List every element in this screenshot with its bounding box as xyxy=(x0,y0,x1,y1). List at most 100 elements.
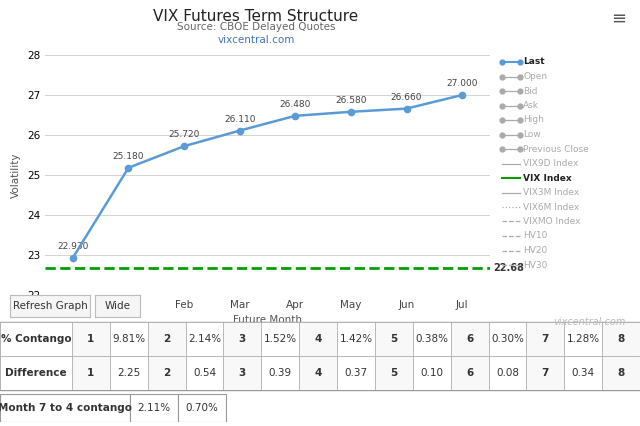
Bar xyxy=(186,322,223,356)
Bar xyxy=(186,356,223,390)
Bar xyxy=(261,322,300,356)
Text: Last: Last xyxy=(523,58,545,66)
Text: 1.28%: 1.28% xyxy=(566,334,600,344)
Text: Bid: Bid xyxy=(523,86,538,95)
Text: 22.930: 22.930 xyxy=(57,242,88,251)
X-axis label: Future Month: Future Month xyxy=(233,315,302,325)
Text: ≡: ≡ xyxy=(611,9,626,27)
Text: 8: 8 xyxy=(618,368,625,378)
Bar xyxy=(130,394,178,422)
Text: VIX Futures Term Structure: VIX Futures Term Structure xyxy=(154,9,358,23)
Text: HV10: HV10 xyxy=(523,231,547,241)
Text: 3: 3 xyxy=(239,368,246,378)
Text: vixcentral.com: vixcentral.com xyxy=(554,317,626,327)
Text: VIXMO Index: VIXMO Index xyxy=(523,217,580,226)
Text: 0.34: 0.34 xyxy=(572,368,595,378)
Text: HV30: HV30 xyxy=(523,261,547,270)
Text: 6: 6 xyxy=(466,334,473,344)
Bar xyxy=(564,356,602,390)
Bar xyxy=(110,322,148,356)
Text: HV20: HV20 xyxy=(523,246,547,255)
Text: 22.68: 22.68 xyxy=(493,263,524,273)
Text: 9.81%: 9.81% xyxy=(112,334,145,344)
Text: 3: 3 xyxy=(239,334,246,344)
Text: 25.720: 25.720 xyxy=(168,130,200,139)
Text: VIX Index: VIX Index xyxy=(523,173,572,182)
Text: VIX6M Index: VIX6M Index xyxy=(523,202,579,211)
Bar xyxy=(110,356,148,390)
Text: VIX9D Index: VIX9D Index xyxy=(523,159,579,168)
Text: Month 7 to 4 contango: Month 7 to 4 contango xyxy=(0,403,132,413)
Text: 1: 1 xyxy=(87,368,95,378)
Bar xyxy=(375,356,413,390)
Text: 26.580: 26.580 xyxy=(335,96,367,105)
Text: 0.70%: 0.70% xyxy=(186,403,218,413)
Text: 0.08: 0.08 xyxy=(496,368,519,378)
Text: 2.11%: 2.11% xyxy=(138,403,171,413)
Text: 1.42%: 1.42% xyxy=(339,334,372,344)
Bar xyxy=(488,356,526,390)
Bar xyxy=(300,356,337,390)
Text: Open: Open xyxy=(523,72,547,81)
Text: Previous Close: Previous Close xyxy=(523,144,589,153)
Bar xyxy=(602,322,640,356)
Text: 1.52%: 1.52% xyxy=(264,334,297,344)
Bar xyxy=(413,322,451,356)
Bar xyxy=(602,356,640,390)
Text: 26.660: 26.660 xyxy=(391,93,422,102)
Text: VIX3M Index: VIX3M Index xyxy=(523,188,579,197)
Text: 1: 1 xyxy=(87,334,95,344)
Text: 0.38%: 0.38% xyxy=(415,334,448,344)
Bar xyxy=(0,322,72,356)
Bar xyxy=(0,394,130,422)
Text: Ask: Ask xyxy=(523,101,539,110)
Text: Refresh Graph: Refresh Graph xyxy=(13,301,88,311)
Bar xyxy=(72,356,110,390)
Text: 8: 8 xyxy=(618,334,625,344)
Bar xyxy=(72,322,110,356)
Text: 0.37: 0.37 xyxy=(344,368,367,378)
Text: 25.180: 25.180 xyxy=(113,152,144,161)
Text: % Contango: % Contango xyxy=(1,334,71,344)
Text: 26.480: 26.480 xyxy=(280,100,311,109)
Bar xyxy=(337,356,375,390)
Text: 7: 7 xyxy=(541,334,549,344)
Bar xyxy=(148,356,186,390)
Text: 5: 5 xyxy=(390,334,397,344)
Text: 6: 6 xyxy=(466,368,473,378)
Text: 4: 4 xyxy=(314,368,322,378)
Text: 5: 5 xyxy=(390,368,397,378)
Text: vixcentral.com: vixcentral.com xyxy=(218,35,294,45)
Text: Wide: Wide xyxy=(104,301,131,311)
Text: Low: Low xyxy=(523,130,541,139)
Text: 0.54: 0.54 xyxy=(193,368,216,378)
Text: 4: 4 xyxy=(314,334,322,344)
Y-axis label: Volatility: Volatility xyxy=(12,152,21,198)
Text: 27.000: 27.000 xyxy=(447,79,478,88)
Bar xyxy=(223,356,261,390)
Text: 2: 2 xyxy=(163,368,170,378)
Text: 0.30%: 0.30% xyxy=(491,334,524,344)
Text: 2: 2 xyxy=(163,334,170,344)
Bar xyxy=(261,356,300,390)
Bar xyxy=(526,356,564,390)
Bar xyxy=(300,322,337,356)
Text: High: High xyxy=(523,115,544,124)
Text: 2.14%: 2.14% xyxy=(188,334,221,344)
Text: 0.39: 0.39 xyxy=(269,368,292,378)
Bar xyxy=(451,356,488,390)
Bar xyxy=(375,322,413,356)
Text: 2.25: 2.25 xyxy=(117,368,140,378)
Bar xyxy=(148,322,186,356)
Bar xyxy=(564,322,602,356)
Text: 7: 7 xyxy=(541,368,549,378)
Bar xyxy=(223,322,261,356)
Bar xyxy=(178,394,226,422)
Bar xyxy=(0,356,72,390)
Text: Difference: Difference xyxy=(5,368,67,378)
Bar xyxy=(488,322,526,356)
Bar xyxy=(526,322,564,356)
Text: 0.10: 0.10 xyxy=(420,368,444,378)
Text: 26.110: 26.110 xyxy=(224,115,255,124)
Text: Source: CBOE Delayed Quotes: Source: CBOE Delayed Quotes xyxy=(177,22,335,32)
